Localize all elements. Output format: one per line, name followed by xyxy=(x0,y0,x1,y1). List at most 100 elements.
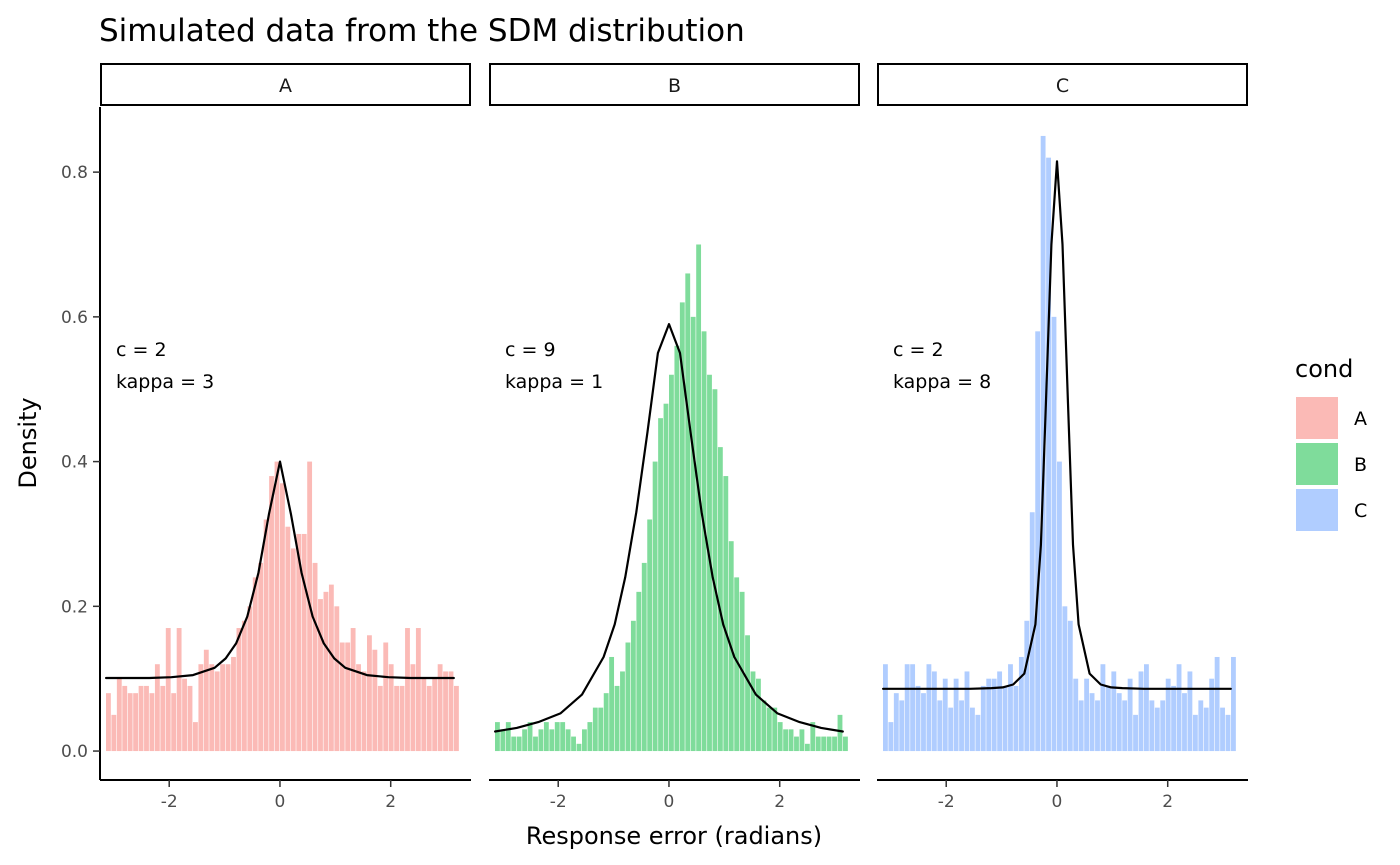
histogram-bar xyxy=(421,678,427,752)
annotation-kappa: kappa = 8 xyxy=(893,371,991,393)
histogram-bar xyxy=(345,642,351,752)
histogram-bar xyxy=(1165,678,1171,752)
histogram-bar xyxy=(1127,678,1133,752)
histogram-bar xyxy=(290,548,296,752)
histogram-bars xyxy=(883,135,1236,752)
histogram-bar xyxy=(274,461,280,752)
histogram-bar xyxy=(448,671,454,752)
histogram-bar xyxy=(690,316,696,752)
annotation-kappa: kappa = 3 xyxy=(116,371,214,393)
x-tick-label: -2 xyxy=(550,792,567,812)
histogram-bar xyxy=(571,736,576,752)
histogram-bar xyxy=(361,671,367,752)
histogram-bar xyxy=(111,714,117,752)
histogram-bar xyxy=(505,722,511,752)
histogram-bar xyxy=(1225,714,1231,752)
x-axis-title: Response error (radians) xyxy=(526,822,822,850)
histogram-bar xyxy=(603,693,609,752)
histogram-bar xyxy=(432,678,438,752)
histogram-bar xyxy=(176,628,182,752)
histogram-bar xyxy=(350,628,356,752)
histogram-bar xyxy=(187,685,193,752)
histogram-bar xyxy=(893,693,899,752)
histogram-bar xyxy=(516,736,522,752)
histogram-bar xyxy=(745,635,750,752)
histogram-bar xyxy=(921,693,926,752)
histogram-bar xyxy=(410,664,416,752)
histogram-bar xyxy=(511,736,517,752)
y-tick-label: 0.2 xyxy=(61,597,88,617)
legend-title: cond xyxy=(1295,355,1353,383)
histogram-bar xyxy=(701,331,707,752)
histogram-bar xyxy=(356,664,361,752)
histogram-bar xyxy=(334,606,340,752)
histogram-bar xyxy=(964,671,970,752)
histogram-bar xyxy=(997,671,1003,752)
histogram-bar xyxy=(285,526,291,752)
histogram-bar xyxy=(258,562,264,752)
histogram-bar xyxy=(1149,700,1155,752)
histogram-bar xyxy=(837,714,843,752)
chart-title: Simulated data from the SDM distribution xyxy=(99,13,745,49)
histogram-bar xyxy=(942,678,948,752)
histogram-bar xyxy=(127,693,133,752)
histogram-bar xyxy=(991,678,997,752)
histogram-bar xyxy=(225,664,231,752)
histogram-bar xyxy=(231,656,236,752)
histogram-bar xyxy=(193,722,198,752)
facet-strip-c xyxy=(877,63,1248,106)
histogram-bar xyxy=(899,700,905,752)
histogram-bar xyxy=(587,722,593,752)
histogram-bar xyxy=(970,707,975,752)
facet-strip-label: C xyxy=(1056,75,1069,97)
histogram-bar xyxy=(269,476,274,752)
histogram-bar xyxy=(522,729,528,752)
histogram-bar xyxy=(538,729,544,752)
histogram-bar xyxy=(888,722,894,752)
histogram-bar xyxy=(1073,678,1079,752)
histogram-bar xyxy=(1051,316,1057,752)
histogram-bar xyxy=(598,707,604,752)
histogram-bar xyxy=(915,685,921,752)
histogram-bar xyxy=(948,707,954,752)
x-tick-label: 2 xyxy=(774,792,785,812)
histogram-bar xyxy=(405,628,410,752)
histogram-bar xyxy=(717,447,723,752)
histogram-bar xyxy=(734,577,740,752)
histogram-bar xyxy=(1084,678,1090,752)
histogram-bar xyxy=(383,642,389,752)
histogram-bar xyxy=(1018,656,1024,752)
histogram-bar xyxy=(1209,678,1215,752)
histogram-bar xyxy=(658,418,663,752)
histogram-bar xyxy=(620,671,625,752)
histogram-bar xyxy=(133,693,139,752)
histogram-bar xyxy=(1171,685,1177,752)
histogram-bar xyxy=(388,664,394,752)
histogram-bar xyxy=(560,722,566,752)
histogram-bar xyxy=(280,483,285,752)
histogram-bar xyxy=(723,476,729,752)
histogram-bar xyxy=(772,707,778,752)
histogram-bar xyxy=(144,685,149,752)
annotation-c: c = 2 xyxy=(116,339,167,361)
histogram-bar xyxy=(165,628,171,752)
histogram-bar xyxy=(415,628,421,752)
histogram-bar xyxy=(636,591,642,752)
histogram-bar xyxy=(910,664,916,752)
histogram-bar xyxy=(576,743,582,752)
histogram-bar xyxy=(1013,685,1019,752)
annotation-c: c = 2 xyxy=(893,339,944,361)
histogram-bar xyxy=(171,693,177,752)
histogram-bar xyxy=(1116,693,1122,752)
facet-strip-label: B xyxy=(668,75,681,97)
histogram-bar xyxy=(926,664,932,752)
y-axis-title: Density xyxy=(14,397,42,488)
histogram-bar xyxy=(804,743,810,752)
histogram-bar xyxy=(182,678,187,752)
histogram-bar xyxy=(500,729,506,752)
histogram-bar xyxy=(663,403,669,752)
histogram-bar xyxy=(527,722,533,752)
histogram-bar xyxy=(679,302,685,752)
histogram-bar xyxy=(1067,620,1073,752)
